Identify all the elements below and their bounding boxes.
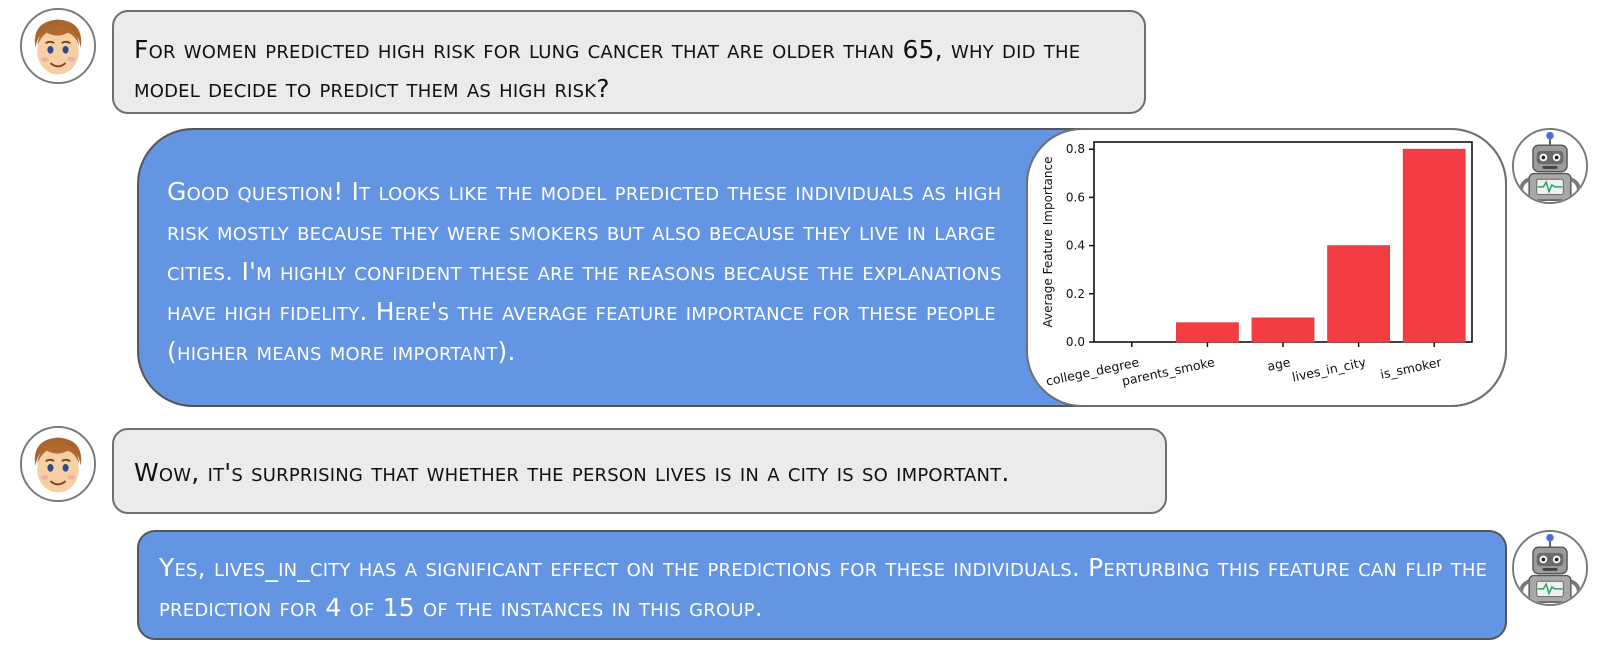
bot-message-text: Good question! It looks like the model p… [167,177,1002,366]
bot-message-bubble: Yes, lives_in_city has a significant eff… [137,530,1507,640]
user-message-bubble: For women predicted high risk for lung c… [112,10,1146,114]
bot-message-text: Yes, lives_in_city has a significant eff… [159,553,1488,622]
bot-avatar [1512,128,1588,204]
bar-parents_smoke [1176,322,1239,343]
y-tick-label: 0.6 [1066,190,1085,204]
y-tick-label: 0.8 [1066,142,1085,156]
feature-importance-chart-panel: 0.0 0.2 0.4 0.6 0.8 Average Feature Importanc… [1026,128,1507,407]
x-tick-label: age [1266,354,1292,374]
bot-avatar [1512,530,1588,606]
user-message-text: For women predicted high risk for lung c… [134,35,1081,103]
feature-importance-chart: 0.0 0.2 0.4 0.6 0.8 Average Feature Importanc… [1041,141,1473,389]
user-avatar [20,426,96,502]
robot-icon [1514,130,1586,202]
bar-lives_in_city [1327,245,1390,343]
smiling-man-face-icon [22,428,94,500]
robot-icon [1514,532,1586,604]
user-message-text: Wow, it's surprising that whether the pe… [134,458,1010,487]
y-axis-label: Average Feature Importance [1041,156,1055,327]
user-message-bubble: Wow, it's surprising that whether the pe… [112,428,1167,514]
x-tick-label: is_smoker [1379,354,1444,382]
y-tick-label: 0.2 [1066,287,1085,301]
y-tick-label: 0.0 [1066,335,1085,349]
y-tick-label: 0.4 [1066,239,1085,253]
smiling-man-face-icon [22,10,94,82]
bar-age [1251,317,1315,343]
user-avatar [20,8,96,84]
x-tick-label: lives_in_city [1291,354,1368,384]
bar-is_smoker [1402,148,1466,343]
